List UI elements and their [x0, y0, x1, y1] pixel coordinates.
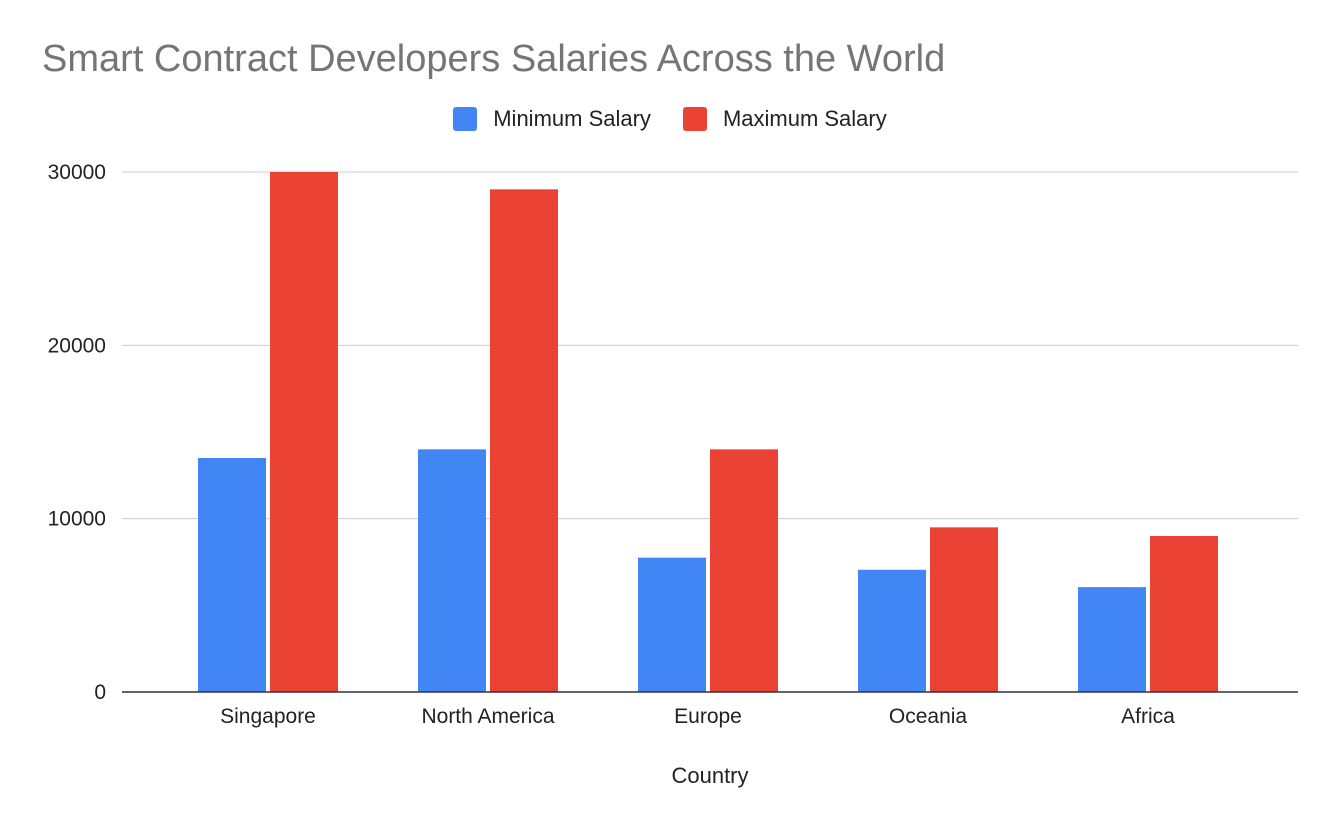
bar-minimum-salary: [858, 569, 926, 692]
y-tick-label: 10000: [48, 508, 106, 531]
x-tick-label: Oceania: [889, 705, 968, 728]
bar-minimum-salary: [418, 449, 486, 692]
legend-item-minimum-salary: Minimum Salary: [453, 106, 651, 132]
bar-minimum-salary: [198, 458, 266, 692]
y-tick-label: 0: [94, 681, 106, 704]
x-tick-label: Singapore: [220, 705, 316, 728]
x-axis-title: Country: [671, 763, 748, 788]
y-axis-ticks: 0 10000 20000 30000: [48, 161, 106, 704]
x-tick-label: North America: [421, 705, 554, 728]
legend-label-minimum-salary: Minimum Salary: [493, 106, 651, 131]
bar-maximum-salary: [270, 172, 338, 692]
y-tick-label: 20000: [48, 334, 106, 357]
legend-label-maximum-salary: Maximum Salary: [722, 106, 887, 131]
x-tick-label: Europe: [674, 705, 742, 728]
bar-maximum-salary: [490, 189, 558, 693]
bars: [198, 172, 1218, 693]
chart-title: Smart Contract Developers Salaries Acros…: [42, 38, 946, 80]
x-axis-ticks: Singapore North America Europe Oceania Afric…: [220, 705, 1175, 728]
bar-minimum-salary: [1078, 587, 1146, 692]
legend-swatch-minimum-salary: [453, 107, 478, 131]
x-tick-label: Africa: [1121, 705, 1175, 728]
legend-item-maximum-salary: Maximum Salary: [682, 106, 887, 132]
y-tick-label: 30000: [48, 161, 106, 184]
bar-maximum-salary: [930, 527, 998, 692]
bar-maximum-salary: [710, 449, 778, 692]
bar-minimum-salary: [638, 557, 706, 692]
bar-maximum-salary: [1150, 536, 1218, 692]
legend-swatch-maximum-salary: [682, 107, 707, 131]
legend: Minimum Salary Maximum Salary: [0, 106, 1340, 132]
